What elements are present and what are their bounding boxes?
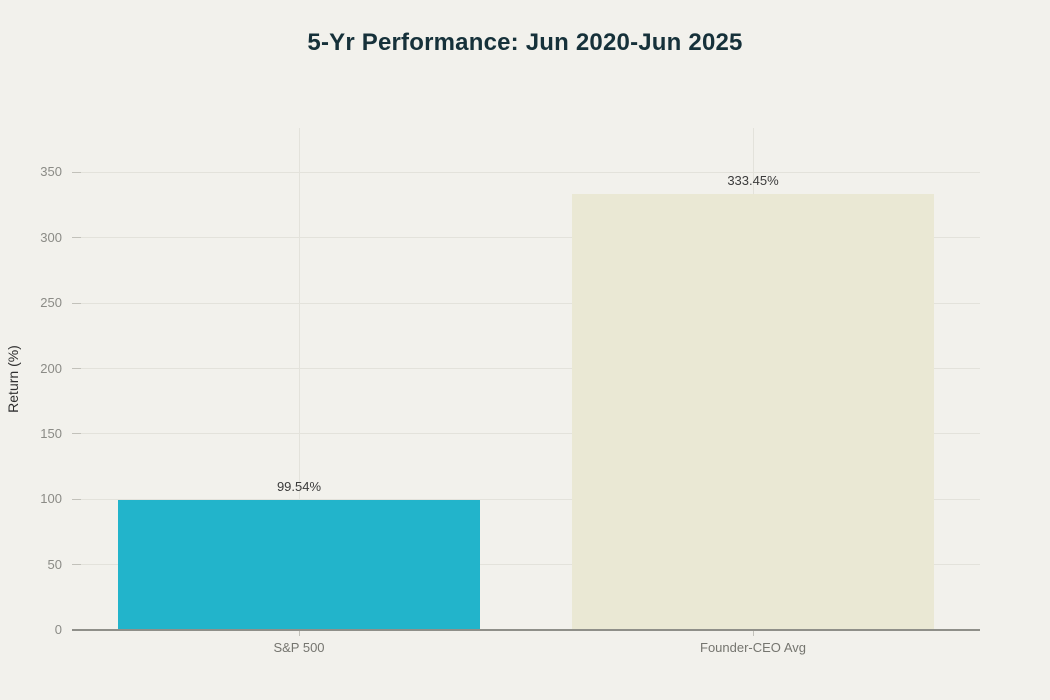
- y-tick-mark: [72, 564, 81, 566]
- y-gridline: [72, 171, 980, 173]
- y-tick-mark: [72, 302, 81, 304]
- bar-s-p-500: [118, 499, 480, 630]
- y-tick-label: 250: [40, 295, 62, 311]
- y-tick-label: 150: [40, 425, 62, 441]
- y-axis-title: Return (%): [5, 345, 21, 413]
- plot-area: 0 50 100 150 200 250 300 350 99.54% 333.45% S&P 50…: [40, 128, 980, 655]
- y-tick-mark: [72, 368, 81, 370]
- y-tick-label: 50: [47, 556, 62, 572]
- y-tick-label: 200: [40, 360, 62, 376]
- y-tick-label: 100: [40, 491, 62, 507]
- y-tick-mark: [72, 433, 81, 435]
- y-gridline: [72, 498, 980, 500]
- y-gridline: [72, 302, 980, 304]
- y-tick-label: 300: [40, 229, 62, 245]
- y-gridline: [72, 433, 980, 435]
- y-tick-label: 0: [54, 622, 62, 637]
- x-tick-label: S&P 500: [273, 640, 325, 655]
- y-tick-mark: [72, 171, 81, 173]
- x-tick-mark: [752, 631, 754, 636]
- x-tick-label: Founder-CEO Avg: [700, 640, 806, 655]
- chart-title: 5-Yr Performance: Jun 2020-Jun 2025: [307, 29, 743, 56]
- bar-founder-ceo-avg: [572, 194, 934, 630]
- y-gridline: [72, 564, 980, 566]
- y-tick-mark: [72, 237, 81, 239]
- bar-value-label: 333.45%: [727, 173, 779, 189]
- y-gridline: [72, 368, 980, 370]
- x-gridline: [298, 128, 300, 630]
- y-tick-label: 350: [40, 164, 62, 180]
- bar-value-label: 99.54%: [276, 478, 322, 494]
- y-gridline: [72, 237, 980, 239]
- x-tick-mark: [298, 631, 300, 636]
- x-axis-line: [72, 629, 980, 631]
- y-tick-mark: [72, 498, 81, 500]
